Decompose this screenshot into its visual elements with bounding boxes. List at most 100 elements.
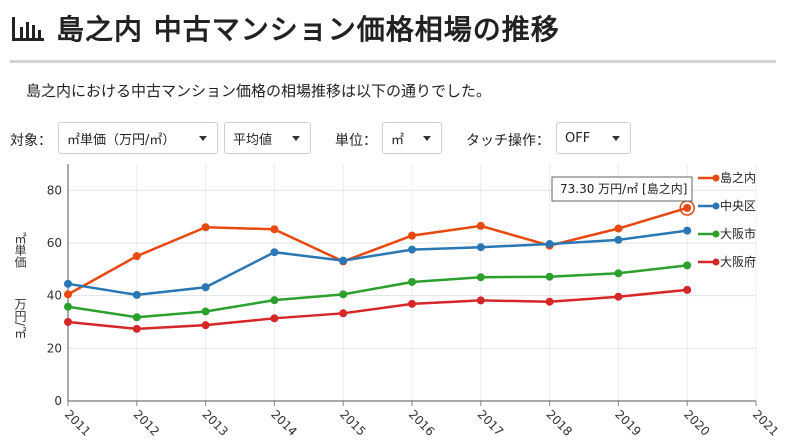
data-point[interactable] bbox=[64, 318, 72, 326]
chart-tooltip: 73.30 万円/㎡ [島之内] bbox=[551, 176, 695, 216]
legend-item[interactable]: 大阪市 bbox=[698, 226, 756, 241]
tooltip-text: 73.30 万円/㎡ [島之内] bbox=[560, 181, 687, 196]
page-title: 島之内 中古マンション価格相場の推移 bbox=[56, 13, 560, 46]
target-label: 対象： bbox=[10, 133, 52, 149]
unit-select-value: ㎡ bbox=[391, 132, 405, 148]
legend-label: 大阪府 bbox=[720, 254, 756, 269]
x-tick-label: 2017 bbox=[475, 407, 506, 438]
chevron-down-icon bbox=[423, 136, 431, 141]
chart-series bbox=[64, 203, 692, 333]
x-tick-label: 2014 bbox=[268, 407, 299, 438]
stat-select[interactable]: 平均値 bbox=[224, 122, 311, 154]
data-point[interactable] bbox=[476, 243, 485, 252]
price-trend-chart: 0 20 40 60 80 2011 2012 2013 2014 2015 2016 2017 201… bbox=[13, 164, 781, 439]
series-group bbox=[64, 203, 692, 299]
data-point[interactable] bbox=[64, 302, 72, 311]
data-point[interactable] bbox=[132, 290, 141, 299]
x-tick-label: 2021 bbox=[750, 407, 781, 438]
data-point[interactable] bbox=[132, 324, 141, 333]
data-point[interactable] bbox=[408, 245, 416, 254]
legend-item[interactable]: 大阪府 bbox=[698, 254, 756, 269]
legend-swatch-dot bbox=[712, 174, 720, 182]
data-point[interactable] bbox=[408, 299, 416, 308]
data-point[interactable] bbox=[270, 314, 279, 323]
data-point[interactable] bbox=[683, 261, 692, 270]
series-line bbox=[67, 206, 688, 296]
data-point[interactable] bbox=[339, 290, 348, 299]
data-point[interactable] bbox=[201, 321, 210, 330]
data-point[interactable] bbox=[201, 283, 210, 292]
data-point[interactable] bbox=[683, 226, 692, 235]
legend-label: 島之内 bbox=[720, 170, 756, 185]
data-point[interactable] bbox=[64, 279, 72, 288]
data-point[interactable] bbox=[614, 224, 623, 233]
y-tick-label: 20 bbox=[47, 341, 62, 355]
stat-select-value: 平均値 bbox=[233, 132, 273, 148]
x-tick-label: 2012 bbox=[131, 407, 162, 438]
data-point[interactable] bbox=[545, 272, 554, 281]
data-point[interactable] bbox=[683, 285, 692, 294]
target-select-value: ㎡単価（万円/㎡） bbox=[67, 132, 176, 148]
chevron-down-icon bbox=[199, 136, 207, 141]
y-tick-label: 40 bbox=[47, 289, 62, 303]
title-divider bbox=[10, 60, 776, 63]
x-tick-label: 2016 bbox=[406, 407, 437, 438]
data-point[interactable] bbox=[339, 309, 348, 318]
bar-chart-icon bbox=[12, 17, 44, 41]
data-point[interactable] bbox=[270, 225, 279, 234]
legend-label: 中央区 bbox=[720, 198, 756, 213]
series-line bbox=[67, 264, 688, 319]
touch-select-value: OFF bbox=[565, 130, 591, 146]
y-tick-label: 0 bbox=[54, 394, 62, 408]
data-point[interactable] bbox=[270, 296, 279, 305]
data-point[interactable] bbox=[614, 235, 623, 244]
touch-select[interactable]: OFF bbox=[556, 122, 631, 154]
page-description: 島之内における中古マンション価格の相場推移は以下の通りでした。 bbox=[26, 82, 492, 100]
unit-label: 単位： bbox=[335, 133, 377, 149]
series-line bbox=[67, 229, 688, 297]
legend-item[interactable]: 中央区 bbox=[698, 198, 756, 213]
x-tick-label: 2018 bbox=[543, 407, 574, 438]
data-point[interactable] bbox=[339, 256, 348, 265]
x-tick-label: 2015 bbox=[337, 407, 368, 438]
legend-label: 大阪市 bbox=[720, 226, 756, 241]
data-point[interactable] bbox=[476, 296, 485, 305]
data-point[interactable] bbox=[201, 223, 210, 232]
x-tick-label: 2011 bbox=[62, 407, 93, 438]
data-point[interactable] bbox=[614, 292, 623, 301]
data-point[interactable] bbox=[132, 252, 141, 261]
data-point[interactable] bbox=[614, 269, 623, 278]
data-point[interactable] bbox=[476, 273, 485, 282]
legend-swatch-dot bbox=[712, 202, 720, 210]
page-header: 島之内 中古マンション価格相場の推移 bbox=[10, 6, 560, 50]
y-tick-label: 80 bbox=[47, 183, 62, 197]
series-line bbox=[67, 288, 688, 331]
data-point[interactable] bbox=[545, 297, 554, 306]
target-select[interactable]: ㎡単価（万円/㎡） bbox=[58, 122, 218, 154]
data-point[interactable] bbox=[476, 221, 485, 230]
chevron-down-icon bbox=[612, 136, 620, 141]
x-tick-label: 2020 bbox=[681, 407, 712, 438]
legend-swatch-dot bbox=[712, 230, 720, 238]
data-point[interactable] bbox=[132, 313, 141, 322]
data-point[interactable] bbox=[408, 231, 416, 240]
x-tick-label: 2019 bbox=[612, 407, 643, 438]
legend-swatch-dot bbox=[712, 258, 720, 266]
x-tick-label: 2013 bbox=[199, 407, 230, 438]
data-point[interactable] bbox=[270, 248, 279, 257]
y-axis-label-bottom: 万円/㎡ bbox=[13, 298, 27, 338]
chevron-down-icon bbox=[292, 136, 300, 141]
data-point[interactable] bbox=[64, 290, 72, 299]
touch-label: タッチ操作： bbox=[466, 133, 550, 149]
data-point[interactable] bbox=[683, 203, 692, 212]
legend-item[interactable]: 島之内 bbox=[698, 170, 756, 185]
series-group bbox=[64, 261, 692, 322]
tooltip-box bbox=[551, 176, 693, 202]
data-point[interactable] bbox=[201, 307, 210, 316]
y-axis-label-top: ㎡単価 bbox=[13, 232, 27, 268]
y-tick-label: 60 bbox=[47, 236, 62, 250]
data-point[interactable] bbox=[408, 277, 416, 286]
unit-select[interactable]: ㎡ bbox=[382, 122, 442, 154]
data-point[interactable] bbox=[545, 240, 554, 249]
